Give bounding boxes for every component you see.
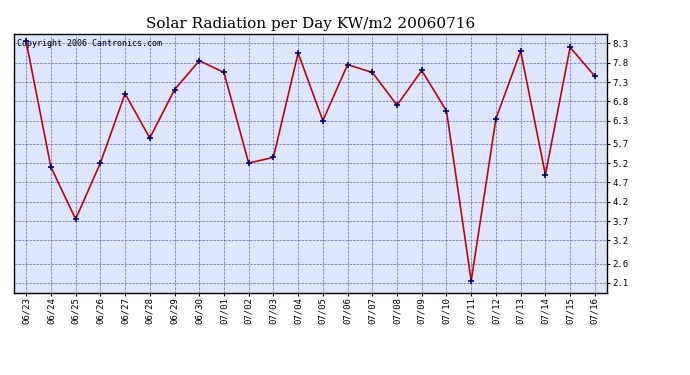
Title: Solar Radiation per Day KW/m2 20060716: Solar Radiation per Day KW/m2 20060716 xyxy=(146,17,475,31)
Text: Copyright 2006 Cantronics.com: Copyright 2006 Cantronics.com xyxy=(17,39,161,48)
